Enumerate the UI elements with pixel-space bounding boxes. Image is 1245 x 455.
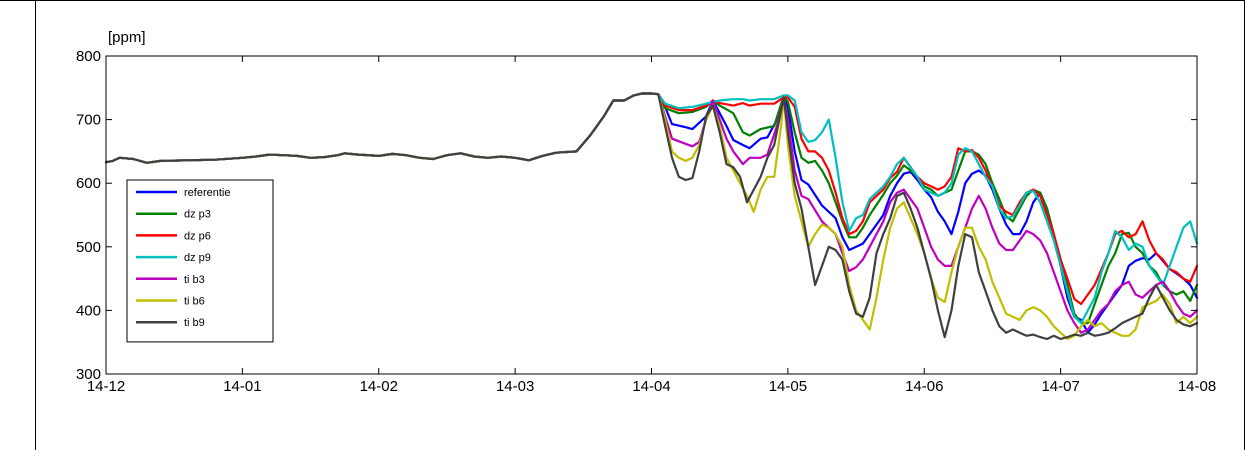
x-tick-label: 14-06 (905, 378, 943, 395)
series-lines (104, 92, 1199, 341)
x-tick-label: 14-07 (1041, 378, 1079, 395)
x-tick-label: 14-04 (632, 378, 670, 395)
x-tick-label: 14-12 (87, 378, 125, 395)
y-tick-label: 400 (76, 302, 101, 319)
y-tick-label: 500 (76, 239, 101, 256)
x-tick-label: 14-08 (1178, 378, 1216, 395)
legend-entry-label: ti b6 (184, 296, 205, 308)
y-tick-label: 300 (76, 366, 101, 383)
y-tick-label: 700 (76, 112, 101, 129)
legend-entry-label: ti b3 (184, 274, 205, 286)
x-tick-label: 14-01 (223, 378, 261, 395)
y-tick-label: 800 (76, 48, 101, 65)
legend-box (126, 179, 274, 343)
x-tick-label: 14-02 (360, 378, 398, 395)
y-tick-label: 600 (76, 175, 101, 192)
series-line-ti-b9 (104, 92, 1199, 341)
legend-entry-label: dz p6 (184, 230, 211, 242)
legend-entry-label: dz p3 (184, 209, 211, 221)
y-axis-unit-label: [ppm] (108, 29, 146, 46)
x-tick-label: 14-05 (769, 378, 807, 395)
legend-entry-label: dz p9 (184, 252, 211, 264)
legend-entry-label: referentie (184, 187, 230, 199)
legend-entry-label: ti b9 (184, 317, 205, 329)
legend: referentie dz p3 dz p6 dz p9 ti b3 ti b6 ti b9 (126, 179, 274, 343)
axis-ticks: 300 400 500 600 700 800 14-12 14-01 14-02 14-03 14… (76, 48, 1216, 395)
x-tick-label: 14-03 (496, 378, 534, 395)
